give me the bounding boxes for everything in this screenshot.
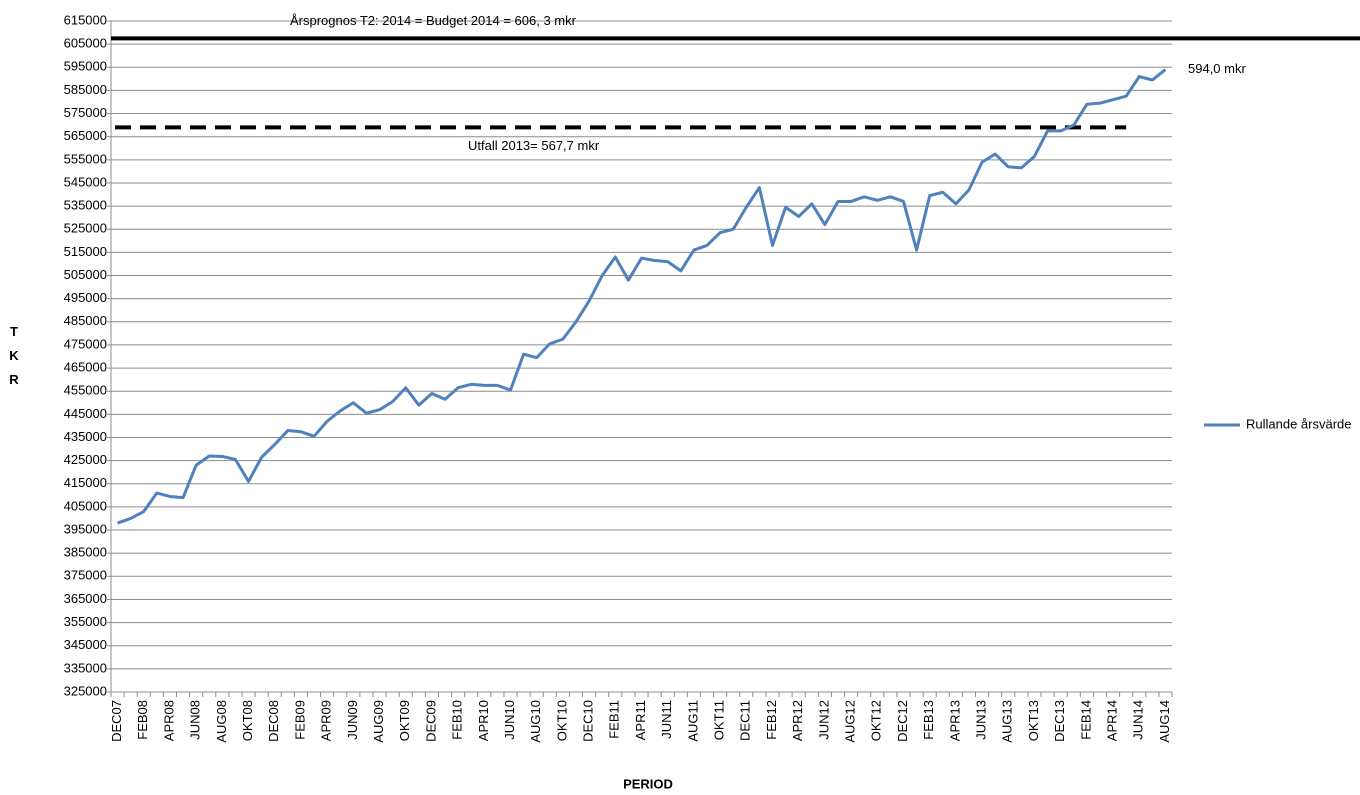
x-tick-label: AUG13 bbox=[1000, 700, 1015, 743]
y-tick-label: 375000 bbox=[64, 568, 107, 583]
x-tick-label: OKT13 bbox=[1026, 700, 1041, 741]
x-tick-label: DEC08 bbox=[266, 700, 281, 742]
y-tick-label: 555000 bbox=[64, 151, 107, 166]
legend-label: Rullande årsvärde bbox=[1246, 416, 1352, 431]
x-tick-label: APR11 bbox=[633, 700, 648, 740]
y-tick-label: 335000 bbox=[64, 660, 107, 675]
x-tick-label: JUN09 bbox=[345, 700, 360, 740]
x-tick-label: APR08 bbox=[161, 700, 176, 741]
x-tick-label: APR13 bbox=[947, 700, 962, 741]
x-tick-label: FEB14 bbox=[1078, 700, 1093, 740]
y-tick-label: 575000 bbox=[64, 105, 107, 120]
x-tick-label: JUN14 bbox=[1131, 700, 1146, 740]
y-tick-label: 355000 bbox=[64, 614, 107, 629]
x-tick-label: JUN13 bbox=[974, 700, 989, 740]
x-tick-label: AUG10 bbox=[528, 700, 543, 743]
y-tick-label: 425000 bbox=[64, 452, 107, 467]
y-tick-label: 345000 bbox=[64, 637, 107, 652]
x-tick-label: FEB12 bbox=[764, 700, 779, 740]
y-tick-label: 455000 bbox=[64, 383, 107, 398]
x-tick-label: DEC07 bbox=[109, 700, 124, 742]
y-tick-label: 605000 bbox=[64, 36, 107, 51]
y-tick-label: 325000 bbox=[64, 683, 107, 698]
x-tick-label: AUG14 bbox=[1157, 700, 1172, 743]
x-tick-label: AUG11 bbox=[685, 700, 700, 742]
y-tick-label: 505000 bbox=[64, 267, 107, 282]
y-tick-label: 595000 bbox=[64, 59, 107, 74]
y-tick-label: 485000 bbox=[64, 313, 107, 328]
y-tick-label: 385000 bbox=[64, 545, 107, 560]
y-tick-label: 435000 bbox=[64, 429, 107, 444]
x-tick-label: DEC09 bbox=[423, 700, 438, 742]
x-tick-label: APR10 bbox=[476, 700, 491, 741]
x-tick-label: JUN11 bbox=[659, 700, 674, 739]
x-tick-label: DEC11 bbox=[738, 700, 753, 741]
y-tick-label: 445000 bbox=[64, 406, 107, 421]
y-tick-label: 405000 bbox=[64, 498, 107, 513]
x-tick-label: FEB09 bbox=[292, 700, 307, 740]
data-line bbox=[117, 68, 1167, 525]
y-tick-label: 475000 bbox=[64, 336, 107, 351]
x-tick-label: DEC13 bbox=[1052, 700, 1067, 742]
x-tick-label: FEB08 bbox=[135, 700, 150, 740]
x-tick-label: OKT11 bbox=[712, 700, 727, 740]
y-tick-label: 515000 bbox=[64, 244, 107, 259]
x-tick-label: DEC12 bbox=[895, 700, 910, 742]
x-tick-label: JUN10 bbox=[502, 700, 517, 740]
y-axis-title: TKR bbox=[9, 324, 19, 387]
y-tick-label: 495000 bbox=[64, 290, 107, 305]
x-tick-label: APR12 bbox=[790, 700, 805, 741]
y-tick-label: 545000 bbox=[64, 174, 107, 189]
y-tick-label: 395000 bbox=[64, 521, 107, 536]
reference-label: Utfall 2013= 567,7 mkr bbox=[468, 138, 600, 153]
x-tick-label: AUG08 bbox=[214, 700, 229, 743]
y-tick-label: 615000 bbox=[64, 12, 107, 27]
x-tick-label: APR09 bbox=[319, 700, 334, 741]
reference-label: Årsprognos T2: 2014 = Budget 2014 = 606,… bbox=[290, 13, 577, 28]
x-tick-label: APR14 bbox=[1104, 700, 1119, 741]
x-tick-label: FEB13 bbox=[921, 700, 936, 740]
x-tick-label: JUN12 bbox=[816, 700, 831, 740]
y-tick-label: 585000 bbox=[64, 82, 107, 97]
x-tick-label: OKT09 bbox=[397, 700, 412, 741]
x-tick-label: OKT12 bbox=[869, 700, 884, 741]
y-tick-label: 465000 bbox=[64, 360, 107, 375]
x-axis-title: PERIOD bbox=[623, 776, 673, 791]
x-tick-label: DEC10 bbox=[581, 700, 596, 742]
y-tick-label: 525000 bbox=[64, 221, 107, 236]
y-tick-label: 415000 bbox=[64, 475, 107, 490]
y-tick-label: 365000 bbox=[64, 591, 107, 606]
x-tick-label: OKT10 bbox=[554, 700, 569, 741]
x-tick-label: FEB11 bbox=[607, 700, 622, 739]
x-tick-label: OKT08 bbox=[240, 700, 255, 741]
x-tick-label: FEB10 bbox=[450, 700, 465, 740]
y-tick-label: 535000 bbox=[64, 198, 107, 213]
y-tick-label: 565000 bbox=[64, 128, 107, 143]
x-tick-label: JUN08 bbox=[188, 700, 203, 740]
x-tick-label: AUG09 bbox=[371, 700, 386, 743]
x-tick-label: AUG12 bbox=[843, 700, 858, 743]
end-label: 594,0 mkr bbox=[1188, 61, 1246, 76]
